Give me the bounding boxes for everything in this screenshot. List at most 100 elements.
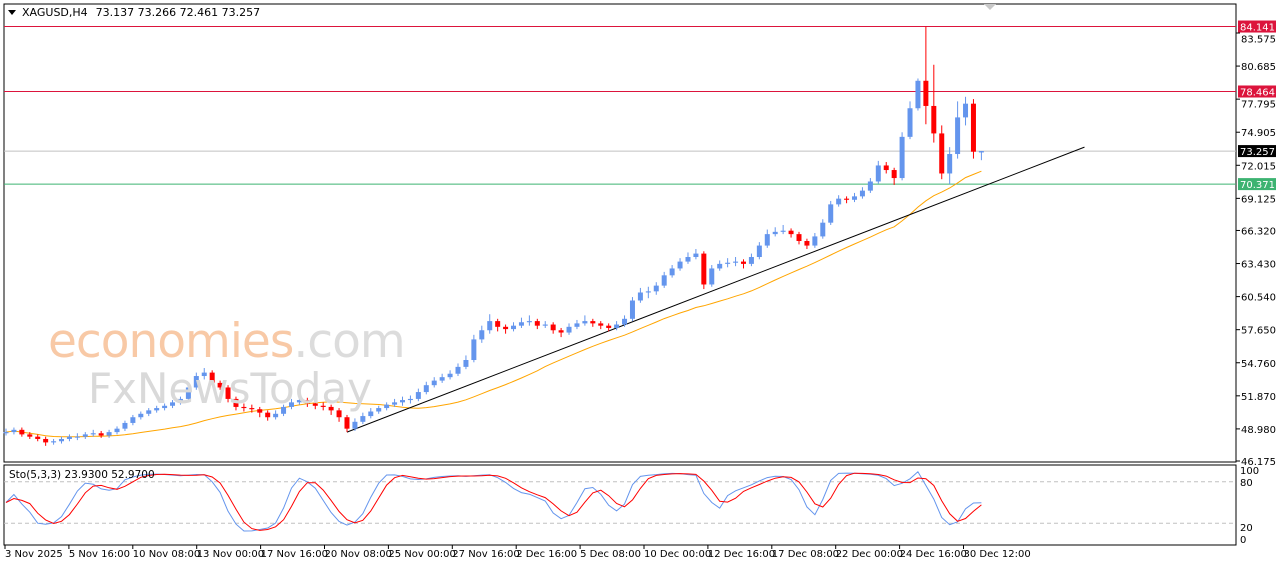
candle	[963, 96, 969, 126]
candle	[392, 398, 398, 407]
candle	[415, 388, 421, 402]
candle	[859, 187, 865, 199]
time-tick-label: 27 Nov 16:00	[452, 549, 519, 560]
candle	[170, 400, 176, 409]
candle-body	[733, 261, 739, 263]
candle-body	[867, 181, 873, 191]
candle	[82, 432, 88, 439]
price-level-tag-label: 78.464	[1240, 87, 1275, 98]
candle	[503, 324, 509, 334]
candle-body	[859, 190, 865, 197]
candle	[265, 410, 271, 421]
candle	[431, 377, 437, 388]
candle	[328, 404, 334, 415]
candle-body	[265, 412, 271, 418]
candle-body	[756, 245, 762, 258]
price-level-tag-label: 73.257	[1240, 147, 1275, 158]
candle	[701, 251, 707, 290]
stochastic-frame	[3, 464, 1237, 546]
candle	[677, 258, 683, 271]
candle-body	[685, 257, 691, 262]
time-tick-label: 20 Nov 08:00	[325, 549, 392, 560]
chart-header: XAGUSD,H4 73.137 73.266 72.461 73.257	[8, 6, 260, 19]
candle	[875, 160, 881, 184]
candle	[764, 229, 770, 248]
candle	[629, 297, 635, 322]
candle-body	[923, 80, 929, 106]
candle-body	[970, 103, 976, 152]
candle-body	[130, 417, 136, 423]
time-tick-label: 17 Nov 16:00	[261, 549, 328, 560]
candle-body	[288, 402, 294, 407]
candle	[518, 317, 524, 328]
candle-body	[98, 433, 104, 436]
candle	[209, 370, 215, 386]
candle-body	[891, 170, 897, 179]
candle	[336, 408, 342, 422]
time-tick-label: 17 Dec 08:00	[772, 549, 839, 560]
candle	[368, 408, 374, 419]
candle	[360, 412, 366, 425]
time-tick-label: 25 Nov 00:00	[388, 549, 455, 560]
candle-body	[249, 408, 255, 410]
candle-body	[598, 323, 604, 326]
candle-body	[328, 406, 334, 411]
time-tick-label: 5 Nov 16:00	[69, 549, 130, 560]
candle-body	[661, 275, 667, 286]
chart-shift-marker-icon	[984, 4, 996, 10]
candle-body	[376, 408, 382, 412]
candle-body	[503, 326, 509, 330]
stochastic-tick-label: 100	[1240, 466, 1259, 477]
candle-body	[384, 404, 390, 409]
candle-body	[526, 321, 532, 323]
candle	[304, 397, 310, 407]
candle-body	[74, 436, 80, 438]
candle-body	[11, 429, 17, 433]
candle-body	[764, 234, 770, 246]
candle	[574, 319, 580, 330]
candle	[748, 253, 754, 267]
candle-body	[677, 261, 683, 269]
time-tick-label: 3 Nov 2025	[5, 549, 63, 560]
candle-body	[455, 366, 461, 374]
candle-body	[471, 339, 477, 361]
stochastic-signal-line	[5, 472, 982, 531]
candle-body	[931, 105, 937, 134]
candle-body	[463, 360, 469, 367]
candle-body	[804, 240, 810, 246]
dropdown-triangle-icon[interactable]	[8, 10, 16, 15]
stochastic-label: Sto(5,3,3) 23.9300 52.9700	[9, 469, 155, 481]
candle-body	[122, 422, 128, 429]
candle	[828, 200, 834, 225]
candle	[162, 403, 168, 411]
candle	[273, 410, 279, 420]
watermark-brand1-suffix: .com	[293, 314, 405, 369]
candle	[27, 432, 33, 439]
candle	[542, 321, 548, 328]
candle-body	[614, 324, 620, 328]
candle	[296, 396, 302, 405]
candle	[970, 99, 976, 159]
candle-body	[43, 438, 49, 443]
candle-body	[336, 410, 342, 418]
candle	[740, 259, 746, 269]
candle-body	[241, 406, 247, 409]
watermark-brand1: economies	[48, 314, 294, 369]
candle-body	[185, 387, 191, 399]
price-tick-label: 77.795	[1241, 99, 1276, 110]
candle	[384, 402, 390, 411]
candle	[820, 219, 826, 239]
price-tick-label: 46.175	[1241, 457, 1276, 468]
candle	[185, 385, 191, 402]
candle-body	[836, 198, 842, 205]
candle	[590, 318, 596, 327]
candle	[423, 381, 429, 395]
candle-body	[90, 433, 96, 435]
candle-body	[606, 325, 612, 328]
candle	[772, 227, 778, 237]
candle-body	[899, 136, 905, 179]
candle-body	[51, 441, 57, 443]
price-tick-label: 63.430	[1241, 260, 1276, 271]
candle	[455, 363, 461, 377]
